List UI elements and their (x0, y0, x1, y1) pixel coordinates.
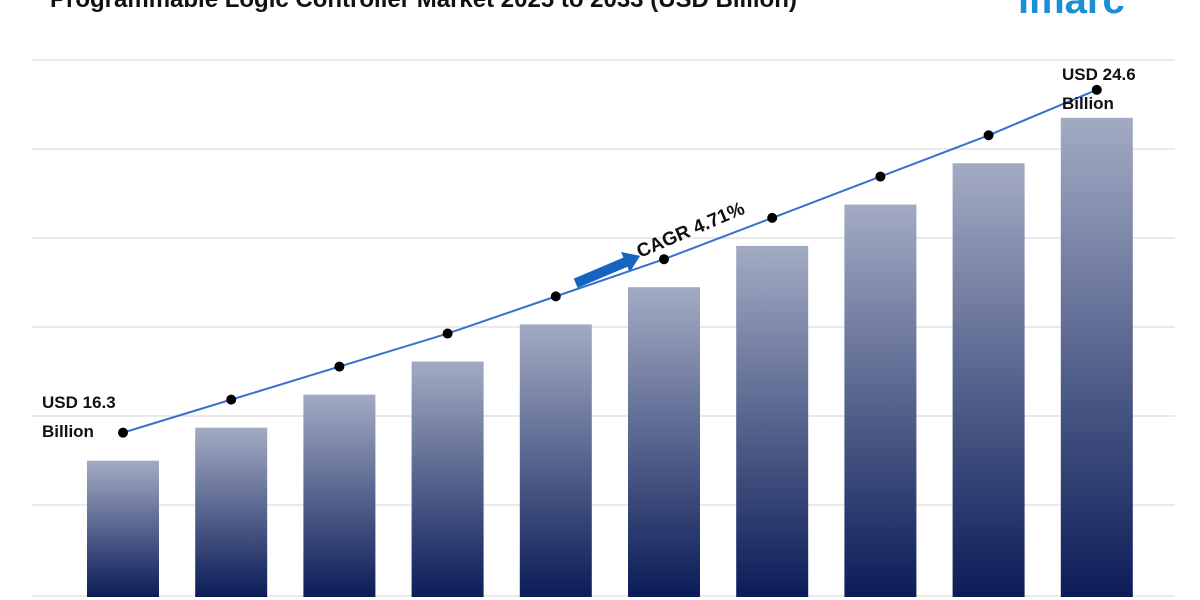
arrow-body (573, 256, 630, 288)
chart-title: Programmable Logic Controller Market 202… (50, 0, 797, 14)
bar (87, 460, 159, 597)
bar (1060, 117, 1133, 597)
trend-dot (550, 291, 561, 302)
bar (195, 427, 268, 597)
trend-dot (226, 394, 237, 405)
trend-dot (767, 212, 778, 223)
bar (303, 394, 376, 597)
trend-dot (442, 328, 453, 339)
trend-dot (118, 427, 128, 438)
trend-dot (1091, 84, 1102, 95)
trend-line (122, 88, 1098, 434)
bar (519, 324, 592, 597)
start-label: USD 16.3 Billion (42, 393, 116, 441)
cagr-arrow (573, 252, 641, 288)
trend-dot (983, 130, 994, 141)
end-label: USD 24.6 Billion (1062, 65, 1136, 113)
bar (628, 287, 700, 597)
bar (952, 163, 1025, 597)
trend-dot (875, 171, 886, 182)
arrow-head (621, 252, 641, 273)
bar (736, 245, 809, 597)
logo: imarc (1018, 0, 1125, 22)
cagr-label: CAGR 4.71% (634, 198, 748, 262)
bar (844, 204, 917, 598)
trend-dot (659, 254, 669, 265)
trend-dot (334, 361, 345, 372)
bar (411, 361, 484, 597)
